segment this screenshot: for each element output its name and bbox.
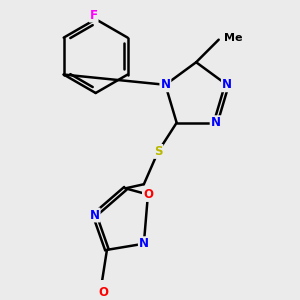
Text: O: O [143, 188, 153, 201]
Text: O: O [98, 286, 108, 299]
Text: N: N [160, 78, 170, 91]
Text: N: N [211, 116, 220, 129]
Text: F: F [90, 9, 98, 22]
Text: N: N [222, 78, 232, 91]
Text: N: N [90, 208, 100, 221]
Text: N: N [139, 237, 149, 250]
Text: S: S [154, 145, 163, 158]
Text: Me: Me [224, 33, 242, 43]
